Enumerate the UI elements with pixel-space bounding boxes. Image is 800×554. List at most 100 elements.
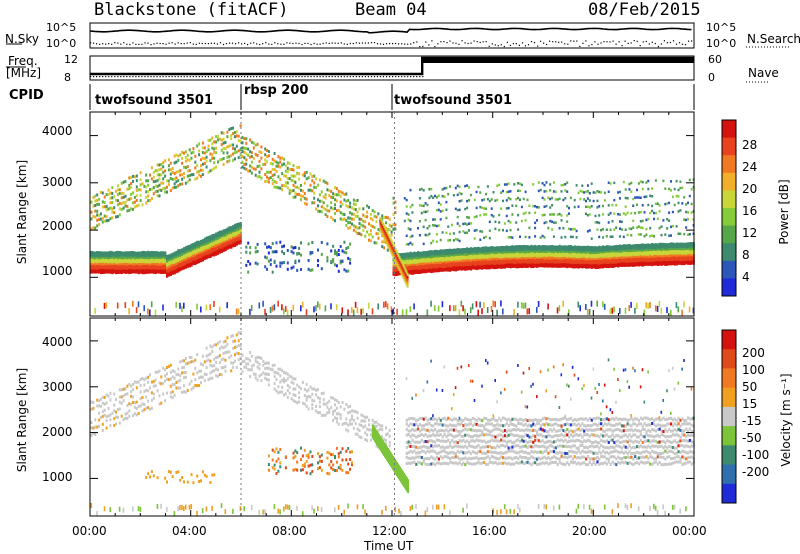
power-cell: [615, 262, 618, 266]
power-cell: [324, 305, 327, 312]
velocity-cell: [279, 390, 282, 394]
velocity-cell: [347, 462, 350, 466]
power-cell: [515, 247, 518, 252]
power-cell: [207, 144, 210, 148]
power-cell: [96, 218, 99, 222]
velocity-cell: [284, 379, 287, 382]
power-cell: [113, 251, 116, 256]
power-cell: [209, 237, 212, 242]
power-cell: [569, 254, 573, 258]
power-cell: [392, 201, 395, 205]
power-cell: [681, 186, 684, 189]
power-cell: [528, 245, 531, 249]
power-cell: [232, 147, 235, 150]
power-cell: [330, 206, 333, 210]
velocity-cell: [232, 334, 235, 338]
power-cell: [454, 305, 457, 312]
power-cell: [471, 253, 474, 258]
power-cell: [575, 250, 578, 254]
power-cell: [207, 148, 210, 152]
velocity-cell: [424, 416, 427, 420]
power-cell: [571, 254, 574, 258]
power-cell: [201, 146, 204, 150]
power-cell: [543, 221, 546, 225]
velocity-cell: [205, 506, 208, 512]
power-cell: [224, 235, 227, 239]
power-cell: [617, 247, 620, 251]
power-cell: [460, 258, 463, 263]
velocity-cell: [305, 382, 308, 386]
velocity-cell: [139, 506, 142, 512]
power-cell: [554, 190, 557, 194]
power-cell: [690, 254, 693, 259]
velocity-cell: [273, 504, 276, 510]
power-cell: [171, 186, 174, 190]
power-cell: [634, 250, 637, 254]
power-cell: [481, 308, 483, 315]
power-cell: [232, 158, 235, 162]
power-cell: [468, 262, 471, 266]
power-cell: [462, 248, 465, 252]
power-cell: [685, 218, 688, 222]
power-cell: [464, 207, 467, 211]
power-cell: [656, 202, 659, 205]
power-cell: [162, 181, 165, 185]
power-cell: [175, 259, 178, 263]
power-cell: [522, 251, 525, 256]
power-cell: [413, 253, 416, 258]
power-cell: [432, 267, 435, 271]
power-cell: [670, 246, 673, 251]
power-cell: [536, 254, 539, 258]
power-cell: [536, 257, 539, 261]
power-cell: [507, 262, 510, 267]
power-cell: [292, 183, 295, 187]
power-cell: [386, 248, 389, 252]
power-cell: [636, 188, 638, 192]
velocity-cell: [211, 369, 214, 373]
power-cell: [547, 251, 550, 255]
power-cell: [237, 156, 240, 160]
power-cell: [547, 303, 549, 310]
power-cell: [103, 255, 106, 259]
power-cell: [634, 248, 637, 252]
power-cell: [124, 270, 127, 274]
power-cell: [564, 253, 567, 258]
power-cell: [177, 267, 180, 271]
power-cell: [330, 195, 333, 199]
velocity-cell: [284, 371, 287, 375]
power-cell: [201, 244, 205, 248]
power-cell: [409, 205, 412, 209]
power-cell: [347, 269, 350, 273]
velocity-cell: [218, 361, 221, 365]
velocity-cell: [209, 363, 212, 367]
power-cell: [150, 268, 154, 272]
power-cell: [188, 255, 191, 259]
power-cell: [596, 246, 599, 250]
velocity-cell: [337, 452, 340, 456]
power-cell: [626, 211, 629, 215]
power-cell: [630, 244, 633, 249]
velocity-cell: [224, 344, 227, 348]
power-cell: [194, 154, 197, 158]
power-cell: [581, 190, 584, 193]
power-cell: [169, 270, 172, 274]
power-cell: [420, 204, 423, 207]
power-cell: [362, 213, 365, 217]
velocity-cell: [368, 428, 370, 432]
velocity-cell: [418, 429, 422, 433]
power-cell: [479, 266, 482, 270]
power-cell: [341, 212, 344, 216]
power-cell: [128, 197, 131, 201]
power-cell: [407, 243, 410, 246]
power-cell: [184, 150, 187, 154]
power-cell: [537, 189, 540, 193]
power-cell: [324, 213, 327, 217]
power-cell: [524, 245, 527, 249]
power-cell: [105, 193, 108, 197]
power-cell: [690, 259, 693, 264]
power-cell: [530, 257, 533, 262]
velocity-cell: [98, 404, 101, 408]
power-cell: [564, 183, 567, 186]
power-cell: [137, 301, 140, 308]
power-cell: [166, 190, 168, 194]
